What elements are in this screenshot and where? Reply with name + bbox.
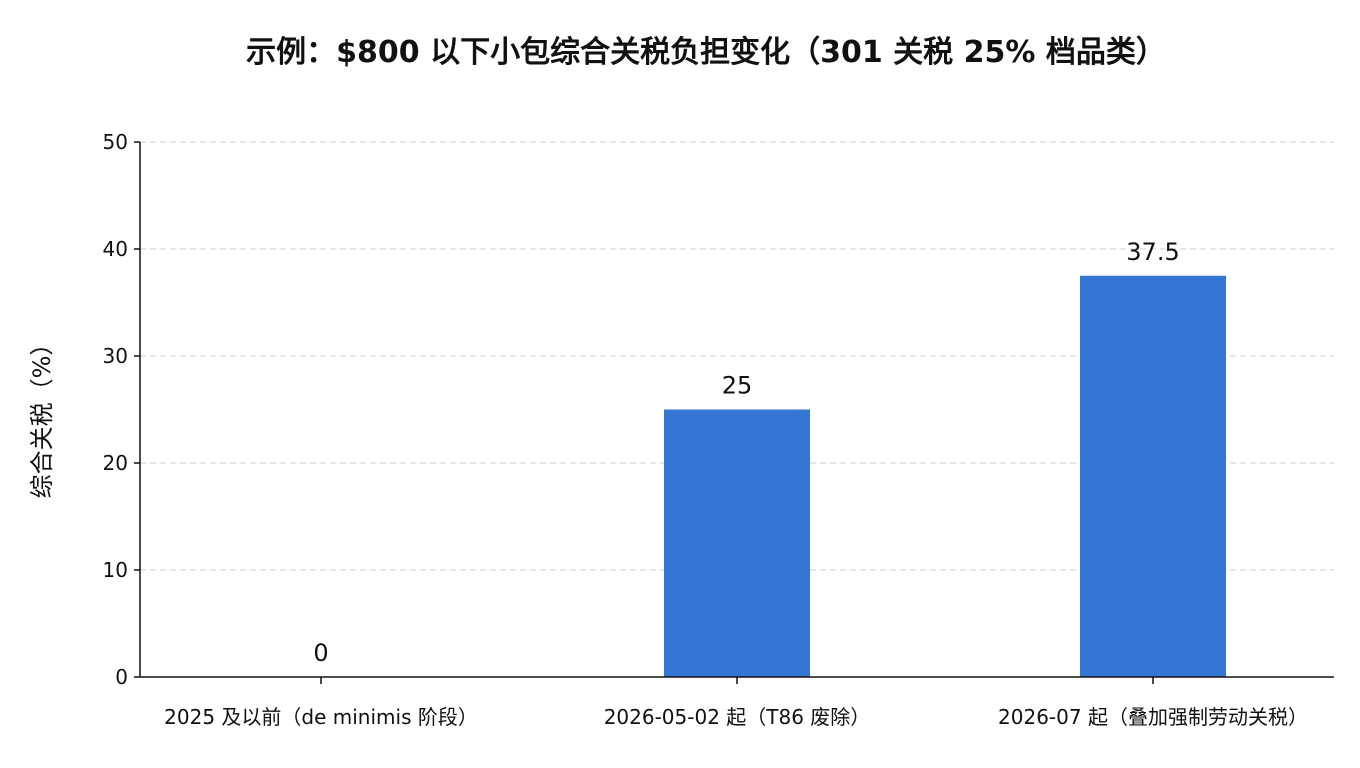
- x-tick-label: 2026-05-02 起（T86 废除）: [604, 705, 871, 729]
- bar: [1080, 275, 1226, 677]
- data-labels: 0 25 37.5: [313, 238, 1179, 667]
- bar: [664, 409, 810, 677]
- x-ticks: 2025 及以前（de minimis 阶段） 2026-05-02 起（T86 …: [164, 677, 1308, 729]
- data-label: 0: [313, 639, 328, 667]
- y-tick-label: 20: [103, 451, 128, 475]
- y-ticks: 0 10 20 30 40 50: [103, 130, 140, 689]
- y-axis-label: 综合关税（%）: [28, 332, 56, 499]
- y-tick-label: 0: [115, 665, 128, 689]
- x-tick-label: 2026-07 起（叠加强制劳动关税）: [998, 705, 1308, 729]
- data-label: 37.5: [1126, 238, 1179, 266]
- y-tick-label: 30: [103, 344, 128, 368]
- chart-title: 示例：$800 以下小包综合关税负担变化（301 关税 25% 档品类）: [246, 35, 1166, 70]
- data-label: 25: [722, 372, 753, 400]
- bars: [664, 275, 1226, 677]
- x-tick-label: 2025 及以前（de minimis 阶段）: [164, 705, 478, 729]
- y-tick-label: 40: [103, 237, 128, 261]
- y-tick-label: 50: [103, 130, 128, 154]
- y-tick-label: 10: [103, 558, 128, 582]
